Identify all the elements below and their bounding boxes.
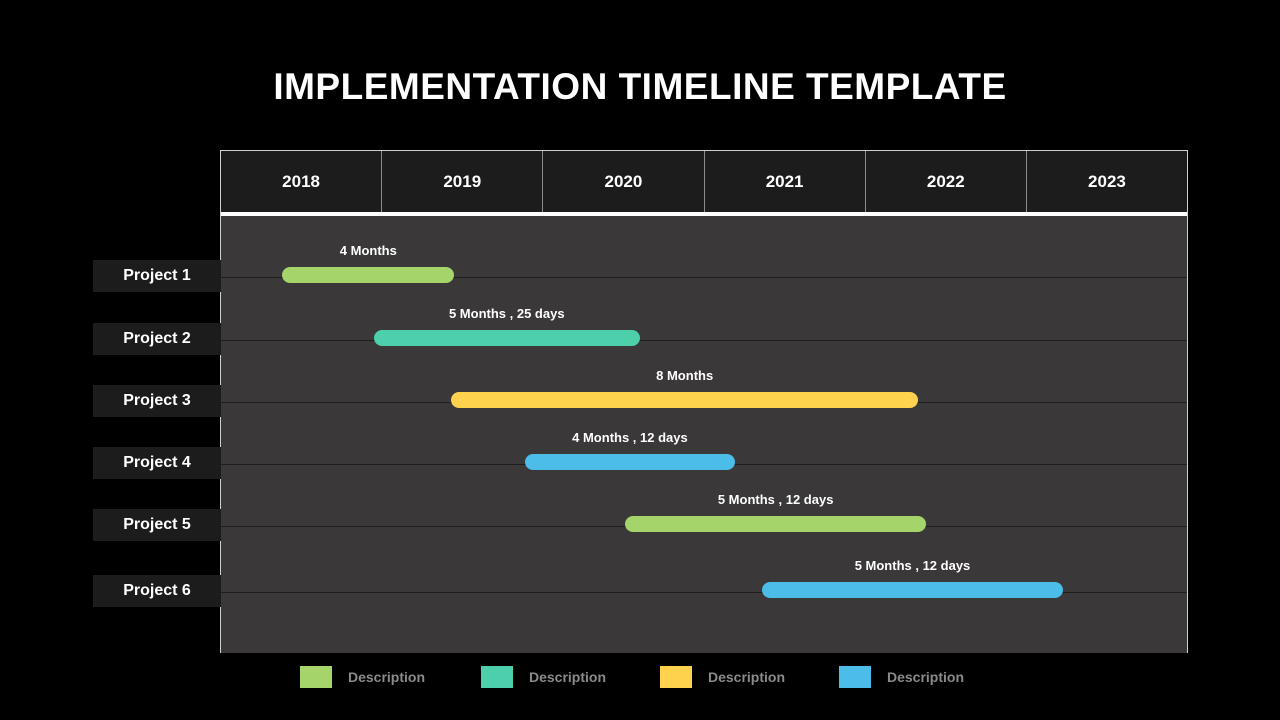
- project-label-2: Project 2: [93, 323, 221, 355]
- timeline-bar-3: [451, 392, 919, 408]
- duration-label-6: 5 Months , 12 days: [854, 558, 971, 573]
- legend-swatch-green: [300, 666, 332, 688]
- header-divider: [221, 212, 1187, 216]
- legend-swatch-yellow: [660, 666, 692, 688]
- project-label-3: Project 3: [93, 385, 221, 417]
- duration-label-3: 8 Months: [656, 368, 714, 383]
- legend-item-4: Description: [839, 666, 964, 688]
- legend-label: Description: [708, 669, 786, 685]
- timeline-bar-5: [625, 516, 927, 532]
- legend-item-3: Description: [660, 666, 785, 688]
- timeline-chart: 2018 2019 2020 2021 2022 2023 4 Months 5 …: [220, 150, 1188, 653]
- row-line: [221, 592, 1187, 593]
- year-cell-2023: 2023: [1088, 171, 1126, 191]
- project-label-4: Project 4: [93, 447, 221, 479]
- project-label-5: Project 5: [93, 509, 221, 541]
- duration-label-5: 5 Months , 12 days: [717, 492, 834, 507]
- row-line: [221, 277, 1187, 278]
- year-cell-2018: 2018: [221, 151, 383, 212]
- page-title: IMPLEMENTATION TIMELINE TEMPLATE: [273, 66, 1007, 107]
- legend-item-1: Description: [300, 666, 425, 688]
- year-cell-2020: 2020: [543, 151, 705, 212]
- year-cell-2019: 2019: [382, 151, 544, 212]
- legend-item-2: Description: [481, 666, 606, 688]
- legend-swatch-teal: [481, 666, 513, 688]
- timeline-bar-1: [282, 267, 455, 283]
- legend-label: Description: [529, 669, 607, 685]
- row-line: [221, 340, 1187, 341]
- timeline-bar-4: [525, 454, 735, 470]
- year-cell-2022: 2022: [866, 151, 1027, 212]
- duration-label-1: 4 Months: [339, 243, 397, 258]
- legend-label: Description: [887, 669, 965, 685]
- legend-label: Description: [348, 669, 426, 685]
- year-header: 2018 2019 2020 2021 2022 2023: [221, 151, 1187, 212]
- timeline-bar-2: [373, 330, 640, 346]
- timeline-bar-6: [761, 582, 1064, 598]
- timeline-body: 4 Months 5 Months , 25 days 8 Months 4 Mont…: [221, 216, 1187, 653]
- project-label-1: Project 1: [93, 260, 221, 292]
- year-cell-2021: 2021: [705, 151, 866, 212]
- duration-label-4: 4 Months , 12 days: [572, 430, 688, 445]
- legend-swatch-blue: [839, 666, 871, 688]
- project-label-6: Project 6: [93, 575, 221, 607]
- duration-label-2: 5 Months , 25 days: [448, 306, 565, 321]
